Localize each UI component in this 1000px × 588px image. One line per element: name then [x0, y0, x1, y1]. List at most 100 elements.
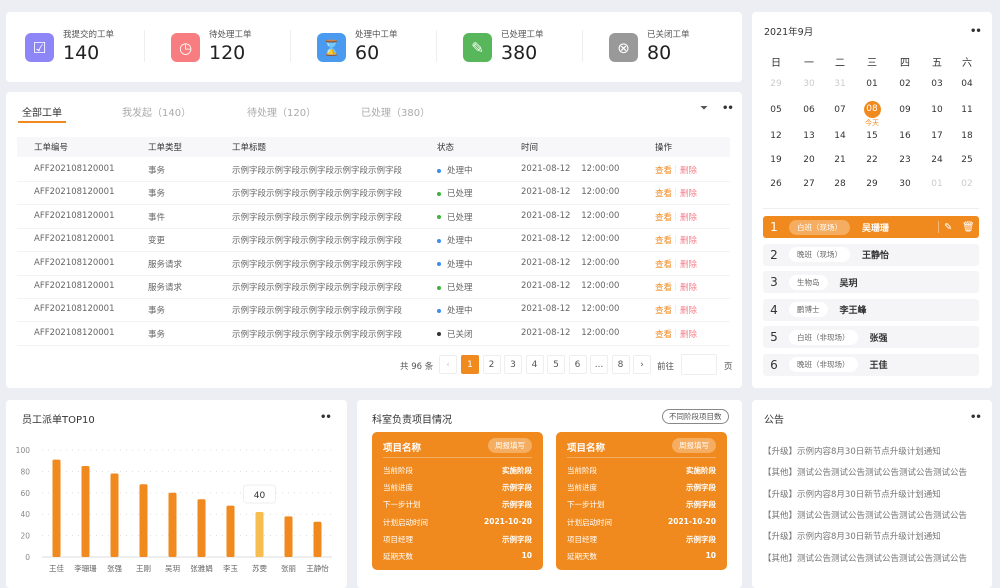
status-badge: 已关闭	[437, 328, 473, 340]
tab-3[interactable]: 已处理（380）	[361, 108, 431, 119]
view-link[interactable]: 查看	[655, 236, 673, 247]
calendar-day[interactable]: 29	[770, 79, 782, 89]
status-text: 处理中	[447, 259, 473, 270]
page-6[interactable]: 6	[568, 355, 587, 374]
calendar-day[interactable]: 24	[931, 155, 943, 165]
page-5[interactable]: 5	[547, 355, 565, 374]
calendar-day[interactable]: 02	[899, 79, 911, 89]
weekly-report-button[interactable]: 周报填写	[488, 438, 532, 453]
calendar-day[interactable]: 25	[961, 155, 973, 165]
view-link[interactable]: 查看	[655, 166, 673, 176]
calendar-day[interactable]: 23	[899, 155, 911, 165]
calendar-day[interactable]: 08	[863, 101, 881, 118]
delete-link[interactable]: 删除	[680, 283, 698, 293]
view-link[interactable]: 查看	[655, 212, 673, 223]
order-title: 示例字段示例字段示例字段示例字段示例字段	[232, 166, 403, 176]
calendar-day[interactable]: 13	[803, 131, 815, 141]
delete-link[interactable]: 删除	[680, 166, 698, 176]
page-3[interactable]: 3	[504, 355, 522, 374]
calendar-day[interactable]: 29	[866, 179, 878, 189]
notice-item[interactable]: 【其他】测试公告测试公告测试公告测试公告测试公告	[763, 466, 967, 478]
weekday-label: 日	[771, 58, 781, 69]
view-link[interactable]: 查看	[655, 283, 673, 293]
calendar-day[interactable]: 06	[803, 105, 815, 115]
chart-more-icon[interactable]: ••	[320, 412, 332, 423]
duty-item[interactable]: 5 白班（非现场） 张强	[763, 326, 979, 348]
calendar-day[interactable]: 30	[803, 79, 815, 89]
stat-3[interactable]: ✎ 已处理工单 380	[463, 20, 544, 64]
orders-more-icon[interactable]: ••	[722, 103, 734, 114]
trash-icon[interactable]: 🗑	[962, 221, 975, 233]
calendar-day[interactable]: 31	[834, 79, 846, 89]
calendar-more-icon[interactable]: ••	[970, 26, 982, 37]
filter-icon[interactable]: ⏷	[700, 103, 708, 114]
calendar-day[interactable]: 21	[834, 155, 846, 165]
duty-item[interactable]: 6 晚班（非现场） 王佳	[763, 353, 979, 376]
calendar-day[interactable]: 14	[834, 131, 846, 141]
weekly-report-button[interactable]: 周报填写	[672, 438, 716, 453]
calendar-day[interactable]: 10	[931, 105, 943, 115]
view-link[interactable]: 查看	[655, 189, 673, 200]
calendar-day[interactable]: 26	[770, 179, 782, 189]
view-link[interactable]: 查看	[655, 329, 673, 340]
stat-4[interactable]: ⊗ 已关闭工单 80	[609, 20, 690, 64]
notice-item[interactable]: 【升级】示例内容8月30日新节点升级计划通知	[763, 488, 941, 500]
calendar-day[interactable]: 30	[899, 179, 911, 189]
notices-more-icon[interactable]: ••	[970, 412, 982, 423]
calendar-day[interactable]: 09	[899, 105, 911, 115]
calendar-day[interactable]: 05	[770, 105, 782, 115]
view-link[interactable]: 查看	[655, 306, 673, 317]
tab-0[interactable]: 全部工单	[22, 108, 62, 119]
stat-2[interactable]: ⌛ 处理中工单 60	[317, 20, 398, 64]
next-page-button[interactable]: ›	[633, 355, 651, 374]
delete-link[interactable]: 删除	[680, 306, 698, 317]
tab-2[interactable]: 待处理（120）	[247, 108, 317, 119]
calendar-day[interactable]: 22	[866, 155, 878, 165]
delete-link[interactable]: 删除	[680, 212, 698, 223]
stage-count-button[interactable]: 不同阶段项目数	[662, 409, 729, 424]
duty-item[interactable]: 4 鹏博士 李王峰	[763, 298, 979, 321]
duty-item[interactable]: 3 生物岛 吴玥	[763, 271, 979, 293]
delete-link[interactable]: 删除	[680, 329, 698, 340]
page-2[interactable]: 2	[482, 355, 501, 374]
calendar-day[interactable]: 27	[803, 179, 815, 189]
calendar-day[interactable]: 20	[803, 155, 815, 165]
calendar-day[interactable]: 18	[961, 131, 973, 141]
calendar-day[interactable]: 03	[931, 79, 943, 89]
calendar-day[interactable]: 04	[961, 79, 973, 89]
notice-item[interactable]: 【升级】示例内容8月30日新节点升级计划通知	[763, 530, 941, 542]
tab-1[interactable]: 我发起（140）	[122, 108, 192, 119]
stat-0[interactable]: ☑ 我提交的工单 140	[25, 20, 114, 64]
calendar-day[interactable]: 17	[931, 131, 943, 141]
stat-1[interactable]: ◷ 待处理工单 120	[171, 20, 252, 64]
calendar-day[interactable]: 15	[866, 131, 878, 141]
table-row	[17, 159, 730, 182]
calendar-day[interactable]: 01	[931, 179, 943, 189]
page-1[interactable]: 1	[461, 355, 479, 374]
duty-item[interactable]: 2 晚班（现场） 王静怡	[763, 243, 979, 266]
page-8[interactable]: 8	[611, 355, 630, 374]
page-4[interactable]: 4	[525, 355, 544, 374]
order-type: 服务请求	[148, 283, 183, 293]
calendar-day[interactable]: 19	[770, 155, 782, 165]
delete-link[interactable]: 删除	[680, 189, 698, 200]
edit-icon[interactable]: ✎	[944, 221, 953, 233]
calendar-day[interactable]: 12	[770, 131, 782, 141]
notice-item[interactable]: 【其他】测试公告测试公告测试公告测试公告测试公告	[763, 552, 967, 564]
calendar-day[interactable]: 28	[834, 179, 846, 189]
delete-link[interactable]: 删除	[680, 236, 698, 247]
view-link[interactable]: 查看	[655, 259, 673, 270]
delete-link[interactable]: 删除	[680, 259, 698, 270]
field-value: 示例字段	[502, 483, 532, 493]
page-...[interactable]: ...	[590, 355, 608, 374]
calendar-day[interactable]: 01	[866, 79, 878, 89]
calendar-day[interactable]: 11	[961, 105, 973, 115]
calendar-day[interactable]: 02	[961, 179, 973, 189]
calendar-day[interactable]: 16	[899, 131, 911, 141]
notice-item[interactable]: 【其他】测试公告测试公告测试公告测试公告测试公告	[763, 509, 967, 521]
duty-item[interactable]: 1 白班（现场） 吴珊珊 ✎ 🗑	[763, 216, 979, 238]
goto-page-input[interactable]	[681, 354, 717, 375]
notice-item[interactable]: 【升级】示例内容8月30日新节点升级计划通知	[763, 445, 941, 457]
calendar-day[interactable]: 07	[834, 105, 846, 115]
prev-page-button[interactable]: ‹	[439, 355, 457, 374]
